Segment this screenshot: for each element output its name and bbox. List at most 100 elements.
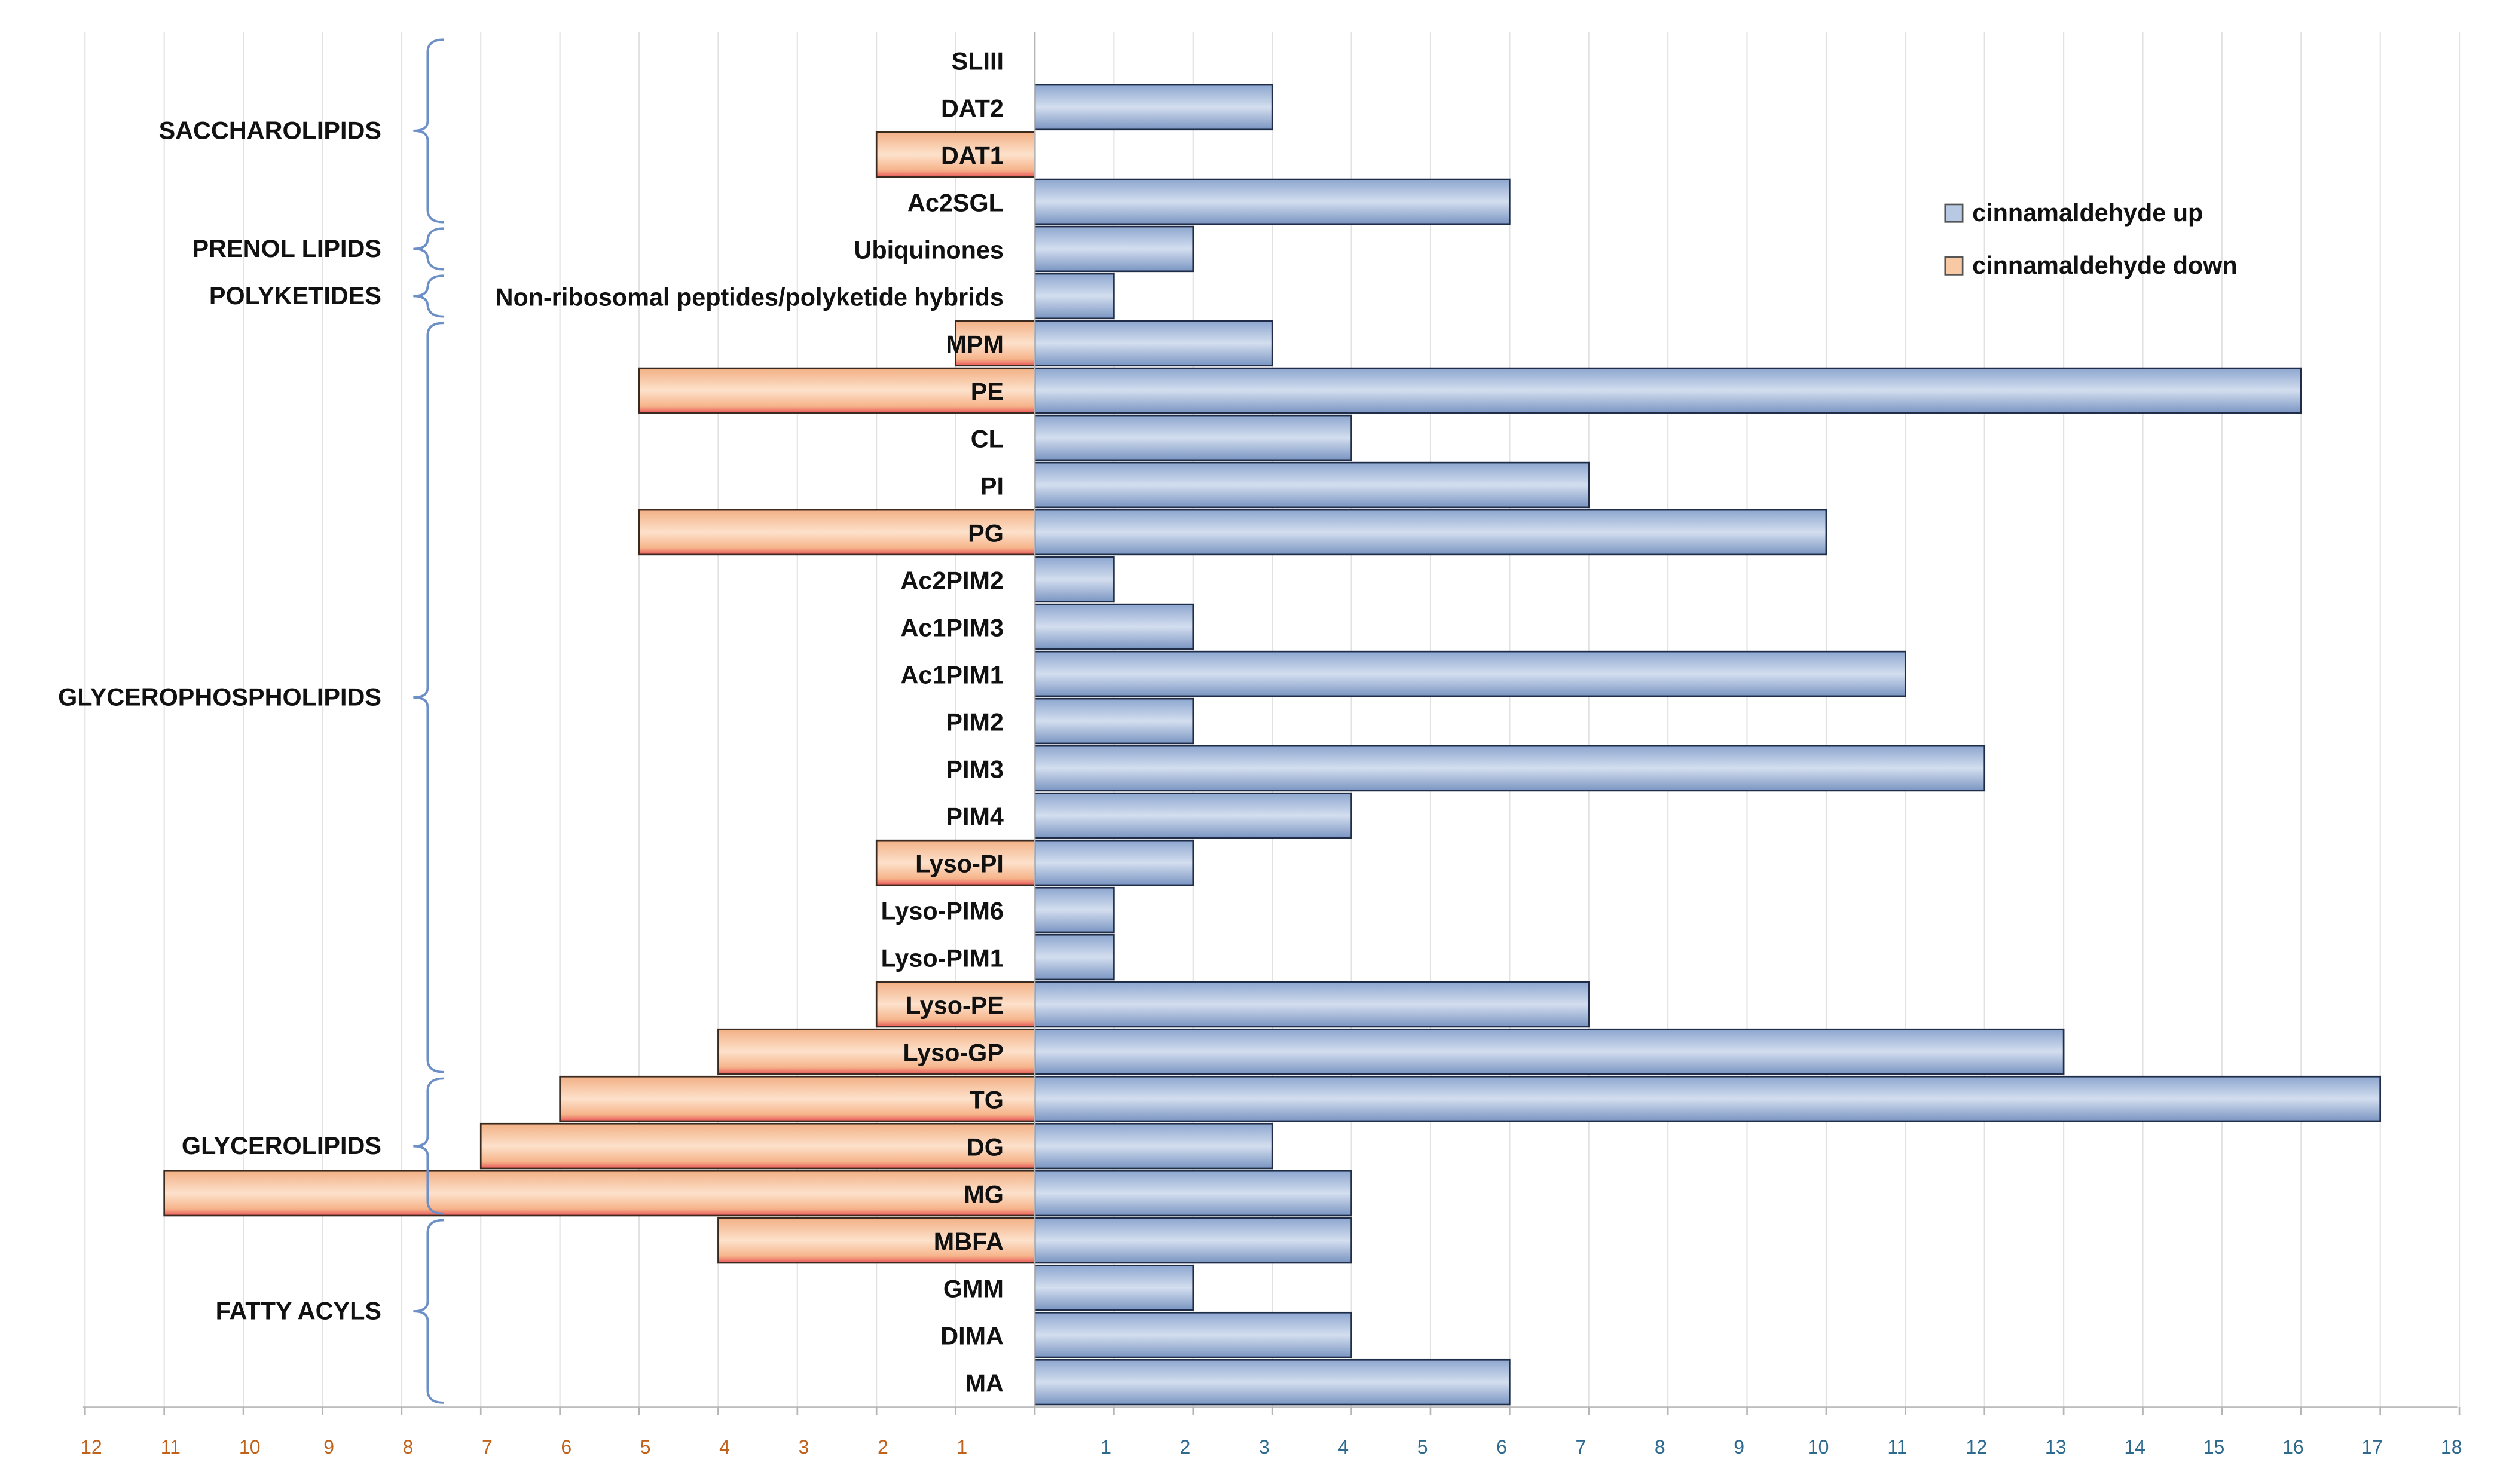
group-brace (413, 1219, 444, 1404)
category-label: Lyso-PIM1 (881, 945, 1004, 972)
category-label: MA (965, 1370, 1004, 1397)
x-tick-label-left: 9 (323, 1436, 334, 1458)
x-tick-label-left: 12 (81, 1436, 102, 1458)
group-label: FATTY ACYLS (216, 1297, 381, 1324)
x-tick-label-right: 11 (1887, 1436, 1907, 1458)
x-tick-label-left: 10 (239, 1436, 261, 1458)
bar-down (559, 1075, 1036, 1122)
bar-up (1034, 1358, 1511, 1406)
bar-up (1034, 509, 1827, 556)
x-tick-label-right: 5 (1417, 1436, 1428, 1458)
x-tick-label-right: 3 (1259, 1436, 1270, 1458)
legend-label: cinnamaldehyde down (1972, 252, 2238, 279)
category-label: Non-ribosomal peptides/polyketide hybrid… (496, 283, 1004, 311)
bar-up (1034, 84, 1273, 131)
bar-up (1034, 273, 1115, 320)
bar-down (163, 1170, 1036, 1217)
category-label: PIM4 (946, 803, 1004, 831)
x-tick-label-left: 1 (956, 1436, 967, 1458)
x-tick-label-left: 2 (878, 1436, 888, 1458)
category-label: Lyso-GP (903, 1039, 1004, 1067)
x-tick-label-left: 11 (161, 1436, 181, 1458)
legend-swatch-down (1944, 256, 1964, 276)
category-label: PIM3 (946, 756, 1004, 784)
bar-up (1034, 1217, 1352, 1264)
group-brace (413, 1077, 444, 1215)
category-label: DAT2 (941, 94, 1004, 122)
bar-up (1034, 1122, 1273, 1170)
x-tick-label-right: 14 (2124, 1436, 2145, 1458)
category-label: PIM2 (946, 709, 1004, 736)
bar-up (1034, 697, 1194, 745)
group-brackets: SACCHAROLIPIDS PRENOL LIPIDS POLYKETIDES GL… (58, 38, 444, 1404)
bar-up (1034, 981, 1590, 1028)
bar-down (479, 1122, 1036, 1170)
bar-down (875, 839, 1036, 886)
bar-up (1034, 839, 1194, 886)
x-tick-label-left: 4 (719, 1436, 730, 1458)
category-label: MG (964, 1181, 1004, 1208)
x-tick-label-right: 8 (1655, 1436, 1665, 1458)
bar-up (1034, 934, 1115, 981)
x-tick-label-right: 15 (2203, 1436, 2225, 1458)
legend: cinnamaldehyde up cinnamaldehyde down (1944, 199, 2238, 279)
axes: 12 11 10 9 8 7 6 5 4 3 2 1 1 2 3 4 5 6 7 8 9 10 11 12 13 14 15 16 17… (81, 32, 2462, 1458)
bar-down (638, 509, 1036, 556)
x-tick-label-right: 2 (1180, 1436, 1191, 1458)
x-tick-label-right: 17 (2362, 1436, 2383, 1458)
category-label: Lyso-PIM6 (881, 898, 1004, 925)
x-tick-label-right: 18 (2441, 1436, 2462, 1458)
x-tick-label-left: 5 (640, 1436, 651, 1458)
bar-down (717, 1217, 1036, 1264)
group-brace (413, 38, 444, 224)
x-tick-label-right: 10 (1808, 1436, 1829, 1458)
x-tick-label-right: 9 (1734, 1436, 1744, 1458)
bar-up (1034, 414, 1352, 461)
x-tick-label-left: 8 (403, 1436, 414, 1458)
group-brace (413, 274, 444, 318)
x-tick-label-right: 6 (1496, 1436, 1507, 1458)
bar-up (1034, 603, 1194, 650)
x-tick-label-right: 12 (1966, 1436, 1988, 1458)
group-label: POLYKETIDES (209, 282, 381, 310)
category-label: DAT1 (941, 142, 1004, 169)
category-label: MBFA (934, 1228, 1004, 1256)
category-label: Lyso-PI (915, 850, 1004, 878)
group-label: GLYCEROPHOSPHOLIPIDS (58, 683, 381, 711)
bar-up (1034, 178, 1511, 225)
x-tick-label-left: 3 (799, 1436, 809, 1458)
category-label: DG (967, 1134, 1004, 1161)
bar-up (1034, 792, 1352, 839)
x-tick-label-right: 7 (1575, 1436, 1586, 1458)
legend-swatch-up (1944, 203, 1964, 223)
category-label: GMM (943, 1275, 1004, 1303)
bar-up (1034, 650, 1906, 697)
group-label: PRENOL LIPIDS (192, 235, 381, 262)
x-tick-label-right: 13 (2045, 1436, 2067, 1458)
category-label: Ac1PIM1 (901, 662, 1004, 689)
x-tick-label-right: 4 (1338, 1436, 1349, 1458)
bar-up (1034, 320, 1273, 367)
category-labels: SLIII DAT2 DAT1 Ac2SGL Ubiquinones Non-riboso… (496, 47, 1004, 1397)
bar-up (1034, 367, 2302, 414)
category-label: Ac2PIM2 (901, 567, 1004, 595)
category-label: PG (968, 520, 1004, 547)
category-label: Ac1PIM3 (901, 614, 1004, 642)
bar-down (955, 320, 1036, 367)
bar-up (1034, 1311, 1352, 1358)
group-label: GLYCEROLIPIDS (182, 1132, 381, 1159)
bar-up (1034, 1075, 2382, 1122)
category-label: SLIII (952, 47, 1004, 75)
category-label: CL (971, 425, 1004, 452)
bar-up (1034, 1264, 1194, 1311)
bar-up (1034, 1170, 1352, 1217)
bar-up (1034, 886, 1115, 934)
group-brace (413, 227, 444, 271)
x-tick-label-right: 16 (2282, 1436, 2304, 1458)
category-label: TG (970, 1087, 1004, 1114)
bars (163, 84, 2382, 1406)
category-label: MPM (946, 331, 1004, 358)
x-tick-label-right: 1 (1101, 1436, 1111, 1458)
category-label: PI (980, 473, 1004, 500)
